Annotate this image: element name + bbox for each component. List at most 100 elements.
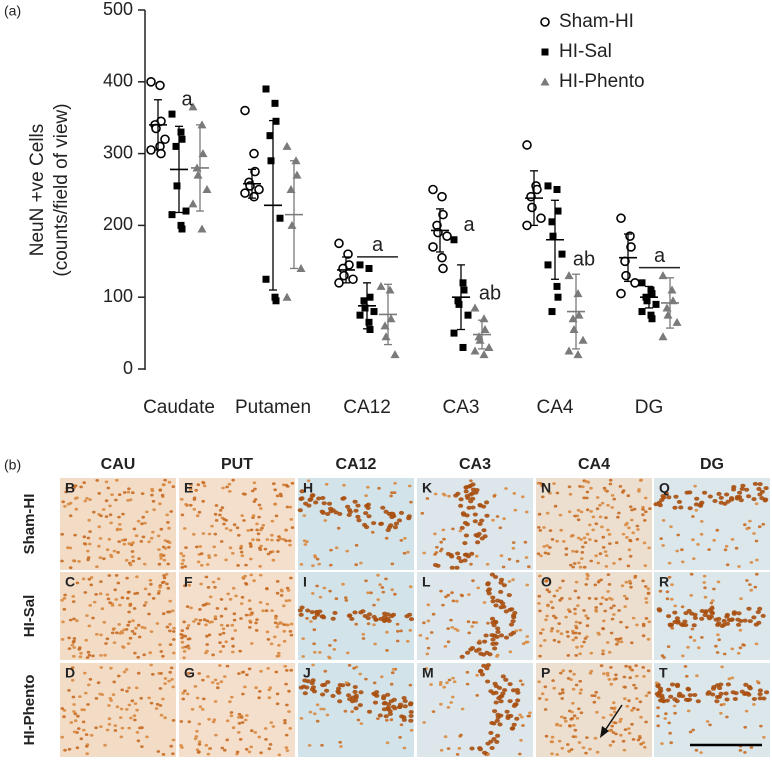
cell <box>320 743 324 747</box>
cell <box>693 502 700 507</box>
cell <box>119 630 124 634</box>
cell <box>330 616 336 621</box>
cell <box>357 703 363 708</box>
cell <box>222 522 226 526</box>
cell <box>553 504 558 508</box>
cell <box>326 501 333 506</box>
cell <box>545 588 550 592</box>
cell <box>98 592 103 596</box>
data-point <box>638 308 646 316</box>
cell <box>716 633 720 637</box>
cell <box>446 593 451 597</box>
cell <box>162 576 167 580</box>
cell <box>109 555 114 559</box>
cell <box>219 540 224 543</box>
cell <box>171 630 176 633</box>
cell <box>608 542 612 545</box>
cell <box>751 697 758 701</box>
cell <box>626 564 631 568</box>
cell <box>603 550 608 553</box>
cell <box>544 579 548 583</box>
cell <box>125 576 129 580</box>
cell <box>438 683 443 686</box>
cell <box>755 558 759 562</box>
cell <box>313 650 317 654</box>
micrograph: E <box>179 478 295 570</box>
data-point <box>544 182 552 190</box>
cell <box>396 518 403 523</box>
cell <box>452 680 457 684</box>
cell <box>489 616 496 621</box>
cell <box>493 620 499 625</box>
cell <box>330 693 336 698</box>
cell <box>538 574 542 578</box>
data-point <box>286 185 296 193</box>
cell <box>443 493 447 497</box>
cell <box>623 728 628 731</box>
cell <box>377 713 383 718</box>
cell <box>486 753 491 756</box>
cell <box>159 713 164 717</box>
cell <box>759 724 763 728</box>
cell <box>465 682 470 686</box>
cell <box>207 556 212 559</box>
cell <box>748 583 752 586</box>
cell <box>134 534 139 538</box>
cell <box>73 497 78 500</box>
cell <box>605 641 610 644</box>
cell <box>284 483 289 487</box>
cell <box>661 544 665 547</box>
cell <box>639 715 643 719</box>
cell <box>591 515 596 519</box>
cell <box>579 538 583 541</box>
cell <box>239 550 244 554</box>
panel-letter: I <box>303 574 307 590</box>
cell <box>610 494 615 497</box>
cell <box>237 533 241 537</box>
cell <box>561 579 565 583</box>
cell <box>186 672 191 675</box>
annotation: a <box>463 214 475 236</box>
data-point <box>173 182 181 190</box>
cell <box>289 622 294 626</box>
cell <box>187 720 192 724</box>
cell <box>501 583 507 588</box>
cell <box>321 501 327 506</box>
data-point <box>564 271 574 280</box>
cell <box>664 698 671 703</box>
cell <box>282 604 286 608</box>
cell <box>197 750 201 754</box>
cell <box>85 744 89 748</box>
cell <box>669 525 673 529</box>
cell <box>380 505 386 510</box>
cell <box>238 649 242 653</box>
cell <box>490 637 496 642</box>
cell <box>593 736 598 740</box>
cell <box>736 611 742 616</box>
data-point <box>470 303 480 312</box>
cell <box>180 566 185 569</box>
cell <box>377 486 381 490</box>
cell <box>166 521 170 524</box>
cell <box>247 667 252 671</box>
cell <box>211 720 216 724</box>
cell <box>715 622 721 627</box>
cell <box>106 597 111 601</box>
cell <box>722 702 726 706</box>
cell <box>578 621 582 625</box>
cell <box>249 557 253 561</box>
cell <box>578 679 582 683</box>
cell <box>665 597 670 601</box>
cell <box>117 515 121 519</box>
cell <box>140 745 144 748</box>
cell <box>555 722 559 726</box>
cell <box>401 715 407 720</box>
cell <box>125 689 129 693</box>
cell <box>105 593 110 596</box>
cell <box>268 743 273 746</box>
cell <box>685 686 691 691</box>
cell <box>72 730 77 734</box>
cell <box>249 573 253 577</box>
cell <box>81 577 86 581</box>
cell <box>315 584 319 588</box>
